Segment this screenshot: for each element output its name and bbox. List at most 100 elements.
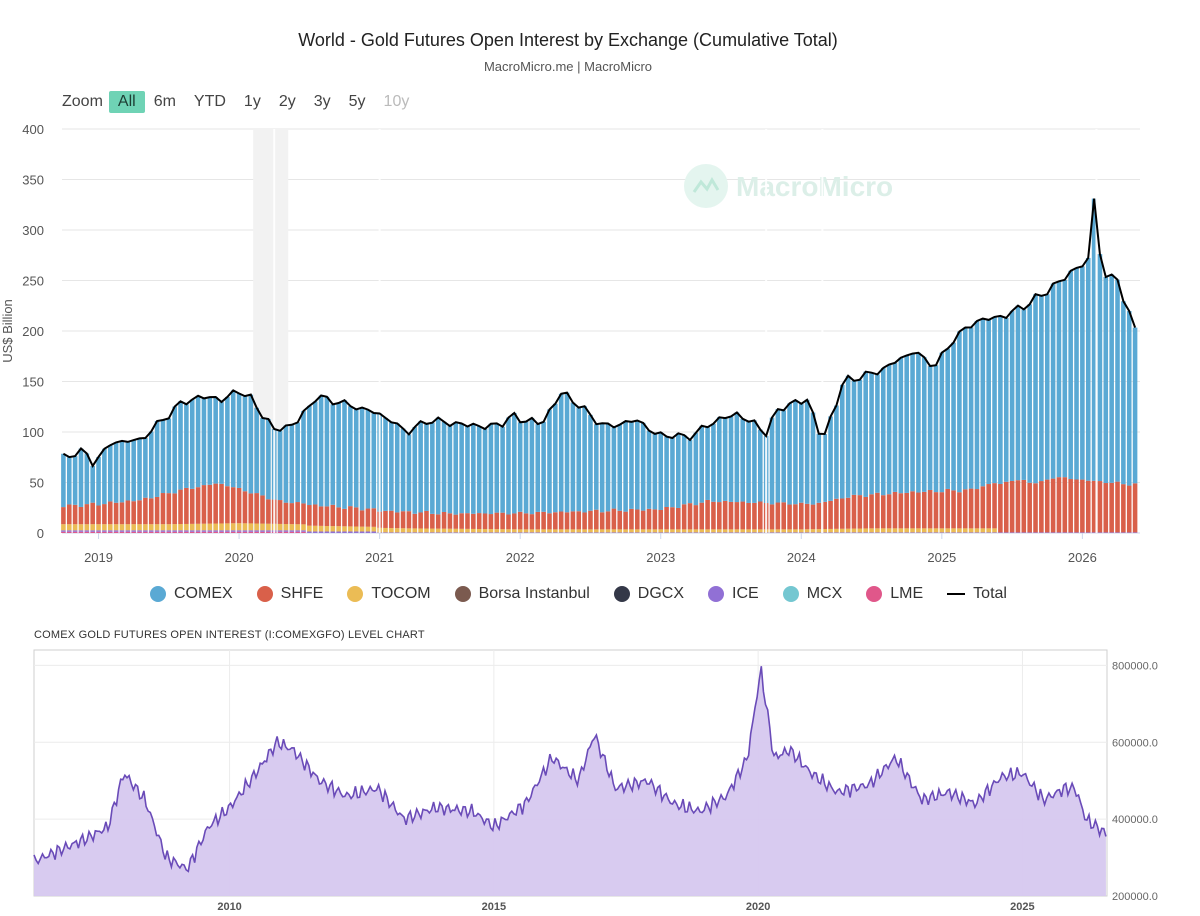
bar-shfe [494, 512, 500, 530]
bar-comex [96, 457, 101, 506]
legend-item-lme[interactable]: LME [866, 585, 923, 603]
legend-item-total[interactable]: Total [947, 585, 1007, 603]
legend-item-dgcx[interactable]: DGCX [613, 585, 684, 603]
bar-ice [1039, 532, 1044, 533]
bar-shfe [488, 514, 494, 530]
bar-tocom [178, 524, 183, 531]
bar-shfe [998, 483, 1003, 533]
bar-ice [611, 532, 617, 533]
bar-tocom [447, 528, 453, 533]
bar-shfe [1080, 479, 1085, 533]
bar-shfe [652, 509, 658, 530]
zoom-button-2y[interactable]: 2y [278, 93, 296, 110]
zoom-button-3y[interactable]: 3y [313, 93, 331, 110]
bar-lme [102, 531, 107, 533]
bar-ice [752, 532, 757, 533]
bar-shfe [921, 491, 927, 529]
zoom-button-1y[interactable]: 1y [243, 93, 261, 110]
bar-comex [78, 448, 84, 507]
bar-comex [623, 421, 628, 512]
bar-shfe [875, 492, 880, 529]
bar-ice [225, 530, 230, 532]
comex-area-line [33, 666, 1107, 873]
bar-ice [980, 532, 986, 533]
legend-item-comex[interactable]: COMEX [150, 585, 233, 603]
bar-shfe [1027, 482, 1032, 533]
bar-shfe [863, 496, 868, 529]
bar-comex [84, 453, 90, 505]
bar-tocom [254, 523, 259, 531]
bar-comex [1015, 305, 1021, 481]
bar-ice [986, 532, 991, 533]
legend-item-ice[interactable]: ICE [708, 585, 759, 603]
bar-comex [839, 384, 845, 499]
bar-shfe [143, 497, 148, 525]
bar-ice [851, 532, 857, 533]
bar-comex [588, 414, 593, 511]
bar-ice [1126, 532, 1132, 533]
bar-tocom [465, 528, 470, 533]
bar-lme [143, 531, 148, 533]
zoom-button-6m[interactable]: 6m [153, 93, 176, 110]
bar-comex [184, 404, 189, 488]
bar-shfe [828, 500, 833, 529]
bar-ice [588, 532, 593, 533]
bar-ice [535, 532, 541, 533]
bar-lme [201, 531, 207, 533]
bar-tocom [793, 529, 798, 533]
bar-tocom [927, 528, 933, 533]
bar-tocom [734, 529, 740, 533]
bar-shfe [839, 498, 845, 529]
bar-ice [517, 532, 523, 533]
legend-label-borsa-instanbul: Borsa Instanbul [478, 585, 590, 602]
bar-shfe [119, 502, 125, 525]
bar-shfe [242, 491, 248, 524]
bar-comex [880, 367, 886, 496]
bar-ice [681, 532, 687, 533]
legend-item-shfe[interactable]: SHFE [256, 585, 323, 603]
legend-label-tocom: TOCOM [371, 585, 431, 602]
x-tick-label: 2021 [365, 550, 394, 565]
bar-shfe [201, 485, 207, 524]
bar-shfe [986, 484, 991, 529]
bar-comex [1103, 277, 1109, 484]
bar-tocom [664, 529, 669, 533]
watermark-text: MacroMicro [736, 171, 893, 202]
zoom-button-10y[interactable]: 10y [383, 93, 410, 110]
bar-tocom [154, 524, 160, 531]
bar-tocom [406, 528, 412, 533]
bar-tocom [629, 529, 634, 533]
bar-shfe [927, 489, 933, 529]
bar-tocom [371, 526, 377, 532]
bar-ice [564, 532, 570, 533]
zoom-button-5y[interactable]: 5y [348, 93, 366, 110]
bar-tocom [933, 528, 939, 533]
legend-item-tocom[interactable]: TOCOM [347, 585, 431, 603]
y-tick-label: 100 [22, 425, 44, 440]
legend-item-mcx[interactable]: MCX [782, 585, 842, 603]
zoom-button-all[interactable]: All [108, 91, 145, 113]
bar-tocom [529, 529, 535, 533]
legend-item-borsa-instanbul[interactable]: Borsa Instanbul [454, 585, 590, 603]
bar-ice [957, 532, 962, 533]
legend-swatch-total [947, 593, 966, 595]
bar-ice [629, 532, 634, 533]
bar-lme [207, 531, 213, 533]
chart-source[interactable]: MacroMicro.me | MacroMicro [483, 59, 653, 74]
bar-comex [804, 399, 810, 504]
bar-lme [230, 531, 236, 533]
bar-lme [66, 531, 72, 533]
x-tick-label: 2024 [787, 550, 816, 565]
bar-shfe [564, 512, 570, 530]
bar-comex [998, 315, 1003, 484]
bar-lme [219, 531, 224, 533]
bar-shfe [213, 483, 218, 524]
bar-shfe [301, 503, 306, 525]
bar-tocom [921, 528, 927, 533]
bar-comex [125, 441, 131, 501]
main-stacked-chart[interactable]: 0 50 100 150 200 250 300 350 400 US$ Billion Macro… [0, 0, 1200, 580]
bar-gap [273, 129, 276, 533]
bar-shfe [629, 508, 634, 530]
bar-ice [72, 530, 78, 532]
zoom-button-ytd[interactable]: YTD [193, 93, 226, 110]
